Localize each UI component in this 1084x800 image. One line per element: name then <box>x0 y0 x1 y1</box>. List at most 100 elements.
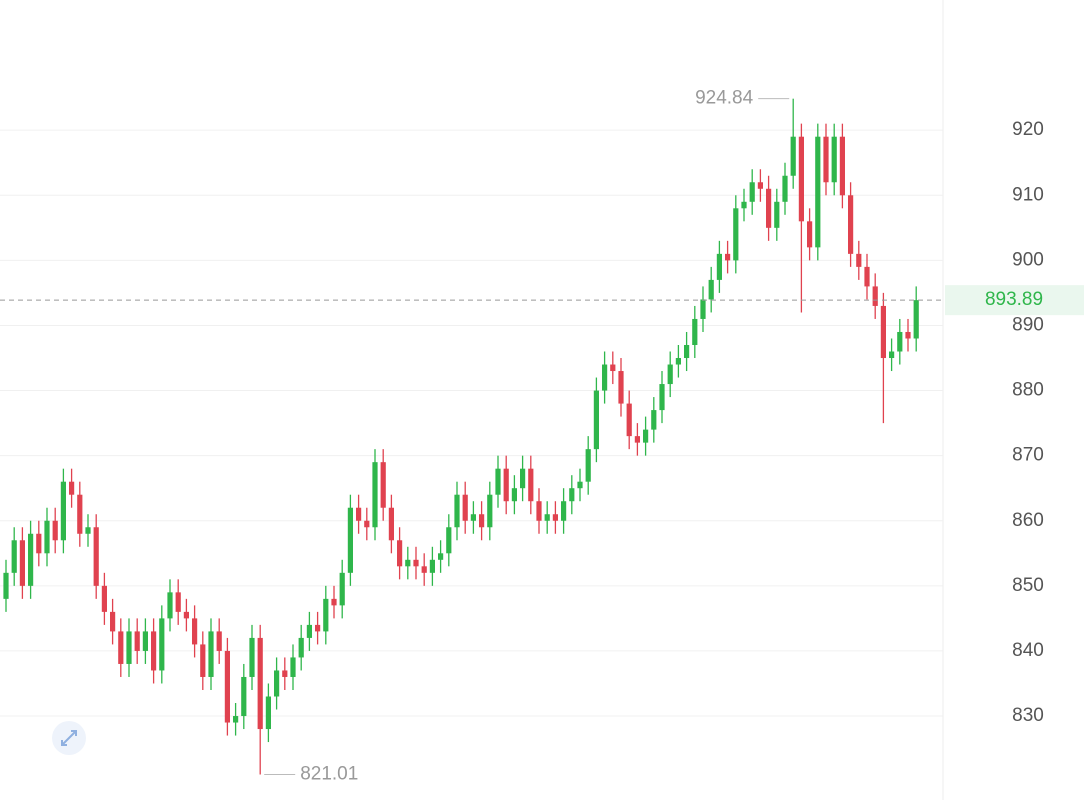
candle-body <box>446 527 452 554</box>
candle-body <box>536 501 542 521</box>
candle-body <box>798 136 804 222</box>
candle-body <box>913 300 919 339</box>
candle-body <box>905 331 911 339</box>
candle-body <box>643 429 649 443</box>
candle-body <box>101 585 107 612</box>
candle-body <box>151 631 157 671</box>
candle-body <box>897 331 903 352</box>
candle-body <box>134 631 140 651</box>
candle-body <box>544 514 550 521</box>
y-tick-label: 840 <box>1012 640 1044 661</box>
candle-body <box>290 657 296 677</box>
candle-body <box>864 266 870 287</box>
candle-body <box>249 637 255 677</box>
candle-body <box>372 462 378 528</box>
candle-body <box>216 631 222 651</box>
candle-body <box>667 364 673 385</box>
candle-body <box>790 136 796 176</box>
candle-body <box>684 344 690 359</box>
candle-body <box>167 592 173 619</box>
candle-body <box>77 494 83 534</box>
y-tick-label: 850 <box>1012 575 1044 596</box>
candle-body <box>142 631 148 651</box>
high-marker-label: 924.84 <box>695 88 754 109</box>
candle-body <box>19 540 25 586</box>
candle-body <box>93 527 99 586</box>
candle-body <box>757 182 763 189</box>
candle-body <box>618 371 624 404</box>
candle-body <box>85 527 91 534</box>
candle-body <box>634 436 640 443</box>
candle-body <box>659 384 665 411</box>
low-marker-label: 821.01 <box>300 764 358 785</box>
candle-body <box>315 624 321 632</box>
expand-button[interactable] <box>52 721 86 755</box>
candle-body <box>28 533 34 586</box>
candle-body <box>265 696 271 730</box>
candle-body <box>405 559 411 567</box>
candle-body <box>339 572 345 606</box>
y-tick-label: 920 <box>1012 119 1044 140</box>
candle-body <box>3 572 9 599</box>
candle-body <box>651 410 657 430</box>
y-tick-label: 910 <box>1012 184 1044 205</box>
candle-body <box>889 351 895 359</box>
candle-body <box>831 136 837 183</box>
candle-body <box>692 318 698 345</box>
candle-body <box>839 136 845 196</box>
candle-body <box>159 618 165 671</box>
candle-body <box>200 644 206 677</box>
candle-body <box>118 631 124 664</box>
candle-body <box>224 650 230 723</box>
candle-body <box>495 468 501 495</box>
candle-body <box>610 364 616 372</box>
candle-body <box>561 501 567 521</box>
candle-body <box>880 305 886 359</box>
candle-body <box>397 540 403 567</box>
candle-body <box>183 611 189 619</box>
candle-body <box>823 136 829 183</box>
candle-body <box>413 559 419 567</box>
candle-body <box>487 494 493 528</box>
candle-body <box>347 507 353 573</box>
candle-body <box>282 670 288 677</box>
candle-body <box>807 221 813 248</box>
candle-body <box>593 390 599 450</box>
candle-body <box>438 553 444 560</box>
candle-body <box>356 507 362 521</box>
y-tick-label: 830 <box>1012 705 1044 726</box>
candle-body <box>462 494 468 521</box>
expand-icon[interactable] <box>61 730 77 746</box>
candle-body <box>380 462 386 508</box>
candle-body <box>323 598 329 632</box>
y-tick-label: 870 <box>1012 445 1044 466</box>
candle-body <box>733 208 739 261</box>
candle-body <box>470 514 476 521</box>
candle-body <box>364 520 370 528</box>
candle-body <box>298 637 304 658</box>
candle-body <box>36 533 42 554</box>
candle-body <box>241 676 247 717</box>
candle-body <box>208 631 214 677</box>
candle-body <box>528 468 534 502</box>
candle-body <box>856 253 862 267</box>
candle-body <box>708 279 714 300</box>
y-tick-label: 880 <box>1012 380 1044 401</box>
candle-body <box>872 286 878 306</box>
candle-body <box>626 403 632 437</box>
candle-body <box>675 358 681 365</box>
candle-body <box>749 182 755 202</box>
candle-body <box>602 364 608 391</box>
candle-body <box>274 670 280 697</box>
candle-body <box>552 514 558 521</box>
candle-body <box>44 520 50 554</box>
candle-body <box>388 507 394 541</box>
last-price-label: 893.89 <box>985 289 1043 310</box>
candle-body <box>69 481 75 495</box>
candle-body <box>52 520 58 541</box>
candle-body <box>11 540 17 573</box>
candle-body <box>421 566 427 573</box>
candle-body <box>233 716 239 723</box>
